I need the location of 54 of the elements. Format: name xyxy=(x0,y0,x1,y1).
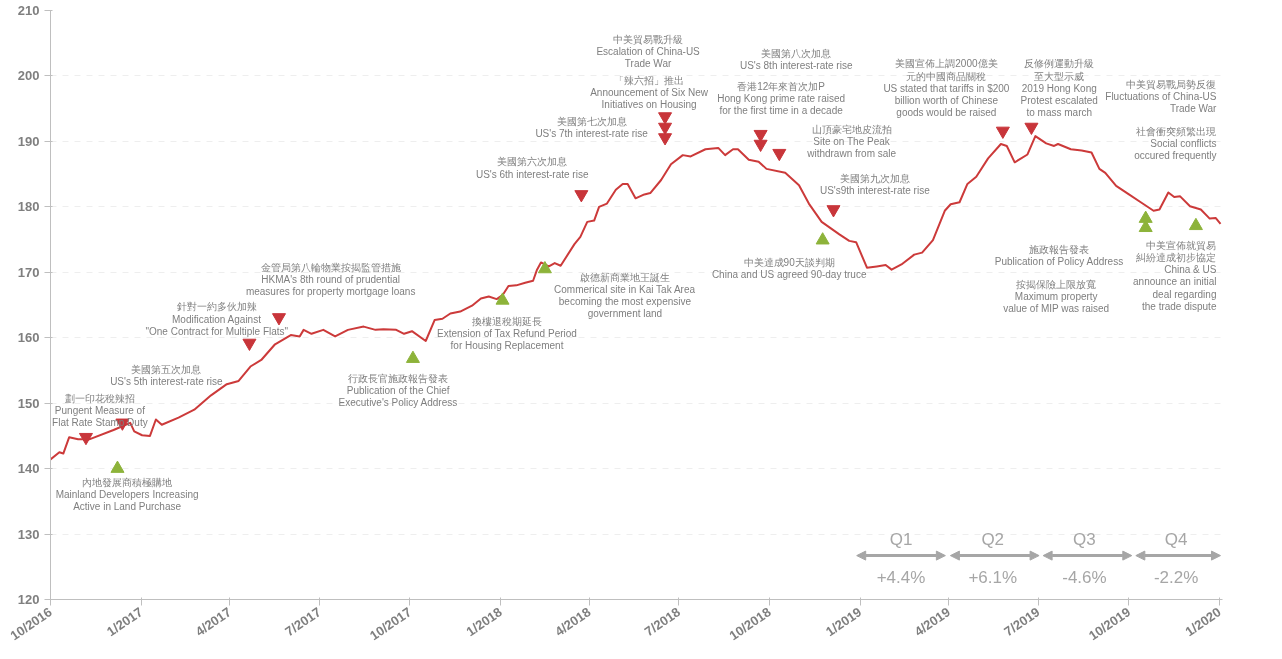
annotation: 「辣六招」推出 Announcement of Six New Initiatives on Housing xyxy=(590,74,709,111)
y-tick-label: 160 xyxy=(17,330,40,346)
annotation: Q4 xyxy=(1164,530,1188,550)
point xyxy=(826,205,841,218)
annotation: Q1 xyxy=(889,530,913,550)
annotation: 中美達成90天談判期 China and US agreed 90-day truce xyxy=(711,256,867,280)
annotation: 香港12年來首次加P Hong Kong prime rate raised for the first time in a decade xyxy=(717,80,846,117)
annotation: 美國第六次加息 US's 6th interest-rate rise xyxy=(475,156,589,180)
point xyxy=(110,460,125,473)
y-tick-label: 150 xyxy=(17,395,40,411)
y-tick-label: 180 xyxy=(17,199,40,215)
y-tick-label: 170 xyxy=(17,264,40,280)
point xyxy=(753,139,768,153)
y-tick-label: 120 xyxy=(17,592,40,607)
point xyxy=(658,133,673,146)
annotation: 美國宣佈上調2000億美元的中國商品關稅 US stated that tariffs in $200 billion worth of Chinese goods would be raised xyxy=(883,58,1010,118)
annotation: 美國第七次加息 US's 7th interest-rate rise xyxy=(535,115,649,139)
annotation: 針對一約多伙加辣 Modification Against "One Contract for Multiple Flats" xyxy=(145,301,289,337)
annotation: +4.4% xyxy=(876,567,926,587)
y-tick-label: 200 xyxy=(17,68,40,84)
annotation: Q3 xyxy=(1073,530,1096,550)
y-tick-label: 130 xyxy=(17,526,40,542)
point xyxy=(537,261,552,274)
point xyxy=(574,190,589,203)
annotation: 社會衝突頻繁出現 Social conflicts occured frequently xyxy=(1134,125,1217,162)
point xyxy=(815,232,830,245)
point xyxy=(405,350,420,363)
annotation: 金管局第八輪物業按揭監管措施 HKMA's 8th round of prudential measures for property mortgage loans xyxy=(245,261,416,297)
y-tick-label: 190 xyxy=(17,133,40,149)
point xyxy=(995,126,1010,139)
annotation: 美國第五次加息 US's 5th interest-rate rise xyxy=(110,363,224,387)
point xyxy=(772,148,787,162)
annotation: 中美貿易戰局勢反復 Fluctuations of China-US Trade War xyxy=(1105,78,1218,115)
annotation: 美國第九次加息 US's9th interest-rate rise xyxy=(819,172,931,196)
y-tick-label: 140 xyxy=(17,461,40,477)
point xyxy=(1024,122,1039,135)
annotation: 施政報告發表 Publication of Policy Address xyxy=(994,244,1124,268)
point xyxy=(495,292,510,305)
annotation: 按揭保險上限放寬 Maximum property value of MIP was raised xyxy=(1003,278,1110,315)
annotation: 內地發展商積極購地 Mainland Developers Increasing Active in Land Purchase xyxy=(55,477,199,513)
annotation: 山頂豪宅地皮流拍 Site on The Peak withdrawn from sale xyxy=(806,123,897,160)
y-tick-label: 210 xyxy=(17,3,40,18)
point xyxy=(658,112,673,125)
annotation: 中美貿易戰升級 Escalation of China-US Trade War xyxy=(596,33,701,70)
annotation: -4.6% xyxy=(1062,567,1107,587)
point xyxy=(658,122,673,135)
point xyxy=(753,129,768,143)
annotation: 反修例運動升級至大型示威 2019 Hong Kong Protest escalated to mass march xyxy=(1020,58,1098,118)
annotation: +6.1% xyxy=(968,567,1018,587)
annotation: 美國第八次加息 US's 8th interest-rate rise xyxy=(739,48,853,72)
annotation: 行政長官施政報告發表 Publication of the Chief Executive's Policy Address xyxy=(338,372,458,409)
annotation: Q2 xyxy=(981,530,1005,550)
annotation: 中美宣佈就貿易糾紛達成初步協定 China & US announce an initial deal regarding the trade dispute xyxy=(1133,240,1217,312)
annotation: -2.2% xyxy=(1153,567,1199,587)
